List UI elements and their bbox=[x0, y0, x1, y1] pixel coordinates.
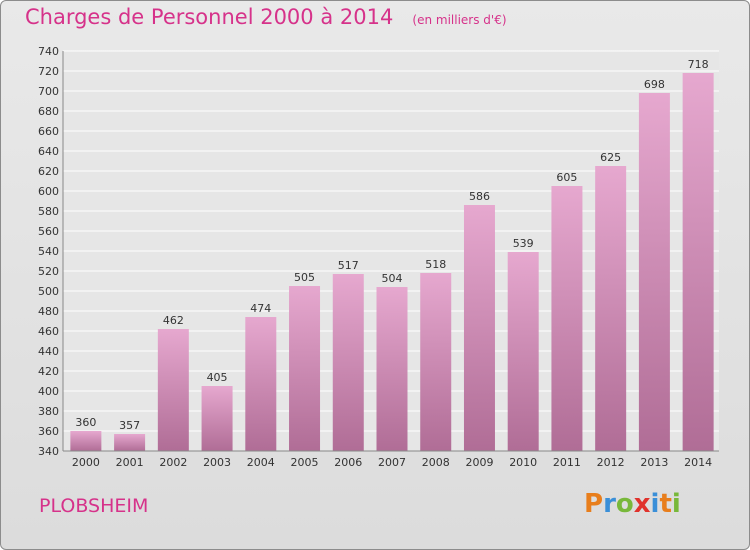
x-tick-label: 2001 bbox=[116, 456, 144, 469]
bar bbox=[70, 431, 102, 451]
x-tick-label: 2012 bbox=[597, 456, 625, 469]
data-label: 504 bbox=[382, 272, 403, 285]
logo-letter: P bbox=[584, 489, 604, 519]
y-tick-label: 360 bbox=[38, 425, 59, 438]
y-tick-label: 480 bbox=[38, 305, 59, 318]
data-label: 718 bbox=[688, 58, 709, 71]
y-tick-label: 680 bbox=[38, 105, 59, 118]
y-tick-label: 420 bbox=[38, 365, 59, 378]
x-tick-label: 2010 bbox=[509, 456, 537, 469]
chart-title: Charges de Personnel 2000 à 2014 bbox=[25, 5, 394, 29]
x-tick-label: 2000 bbox=[72, 456, 100, 469]
y-tick-label: 500 bbox=[38, 285, 59, 298]
data-label: 505 bbox=[294, 271, 315, 284]
bar bbox=[595, 166, 627, 451]
x-tick-label: 2011 bbox=[553, 456, 581, 469]
bar bbox=[376, 287, 408, 451]
y-tick-label: 580 bbox=[38, 205, 59, 218]
x-tick-label: 2003 bbox=[203, 456, 231, 469]
bar bbox=[507, 252, 539, 451]
logo-letter: r bbox=[603, 489, 616, 519]
x-tick-label: 2007 bbox=[378, 456, 406, 469]
logo-letter: o bbox=[615, 489, 634, 519]
y-tick-label: 600 bbox=[38, 185, 59, 198]
y-tick-label: 400 bbox=[38, 385, 59, 398]
y-tick-label: 660 bbox=[38, 125, 59, 138]
logo-letter: i bbox=[671, 489, 681, 519]
commune-name: PLOBSHEIM bbox=[39, 495, 149, 517]
bar bbox=[289, 286, 321, 451]
data-label: 517 bbox=[338, 259, 359, 272]
data-label: 625 bbox=[600, 151, 621, 164]
data-label: 605 bbox=[556, 171, 577, 184]
y-tick-label: 740 bbox=[38, 45, 59, 58]
y-tick-label: 460 bbox=[38, 325, 59, 338]
y-tick-label: 520 bbox=[38, 265, 59, 278]
x-tick-label: 2005 bbox=[291, 456, 319, 469]
title-row: Charges de Personnel 2000 à 2014 (en mil… bbox=[25, 5, 507, 29]
data-label: 586 bbox=[469, 190, 490, 203]
x-tick-label: 2009 bbox=[465, 456, 493, 469]
x-tick-label: 2008 bbox=[422, 456, 450, 469]
y-tick-label: 540 bbox=[38, 245, 59, 258]
y-tick-label: 380 bbox=[38, 405, 59, 418]
bar bbox=[682, 73, 714, 451]
y-tick-label: 440 bbox=[38, 345, 59, 358]
bar bbox=[332, 274, 364, 451]
bar bbox=[420, 273, 452, 451]
bar bbox=[157, 329, 189, 451]
bar bbox=[463, 205, 495, 451]
data-label: 474 bbox=[250, 302, 271, 315]
data-label: 360 bbox=[75, 416, 96, 429]
y-tick-label: 340 bbox=[38, 445, 59, 458]
data-label: 357 bbox=[119, 419, 140, 432]
x-tick-label: 2002 bbox=[159, 456, 187, 469]
proxiti-logo: Proxiti bbox=[584, 489, 681, 519]
chart-unit-note: (en milliers d'€) bbox=[412, 13, 507, 27]
logo-letter: t bbox=[659, 489, 672, 519]
data-label: 698 bbox=[644, 78, 665, 91]
data-label: 539 bbox=[513, 237, 534, 250]
y-tick-label: 720 bbox=[38, 65, 59, 78]
bar bbox=[201, 386, 233, 451]
logo-letter: x bbox=[633, 489, 651, 519]
y-tick-label: 560 bbox=[38, 225, 59, 238]
data-label: 405 bbox=[207, 371, 228, 384]
y-tick-label: 700 bbox=[38, 85, 59, 98]
y-tick-label: 620 bbox=[38, 165, 59, 178]
y-tick-label: 640 bbox=[38, 145, 59, 158]
bar bbox=[245, 317, 277, 451]
bar bbox=[551, 186, 583, 451]
data-label: 518 bbox=[425, 258, 446, 271]
x-tick-label: 2013 bbox=[640, 456, 668, 469]
x-tick-label: 2006 bbox=[334, 456, 362, 469]
x-tick-label: 2004 bbox=[247, 456, 275, 469]
data-label: 462 bbox=[163, 314, 184, 327]
logo-letter: i bbox=[650, 489, 660, 519]
bar bbox=[114, 434, 146, 451]
bar bbox=[638, 93, 670, 451]
x-tick-label: 2014 bbox=[684, 456, 712, 469]
